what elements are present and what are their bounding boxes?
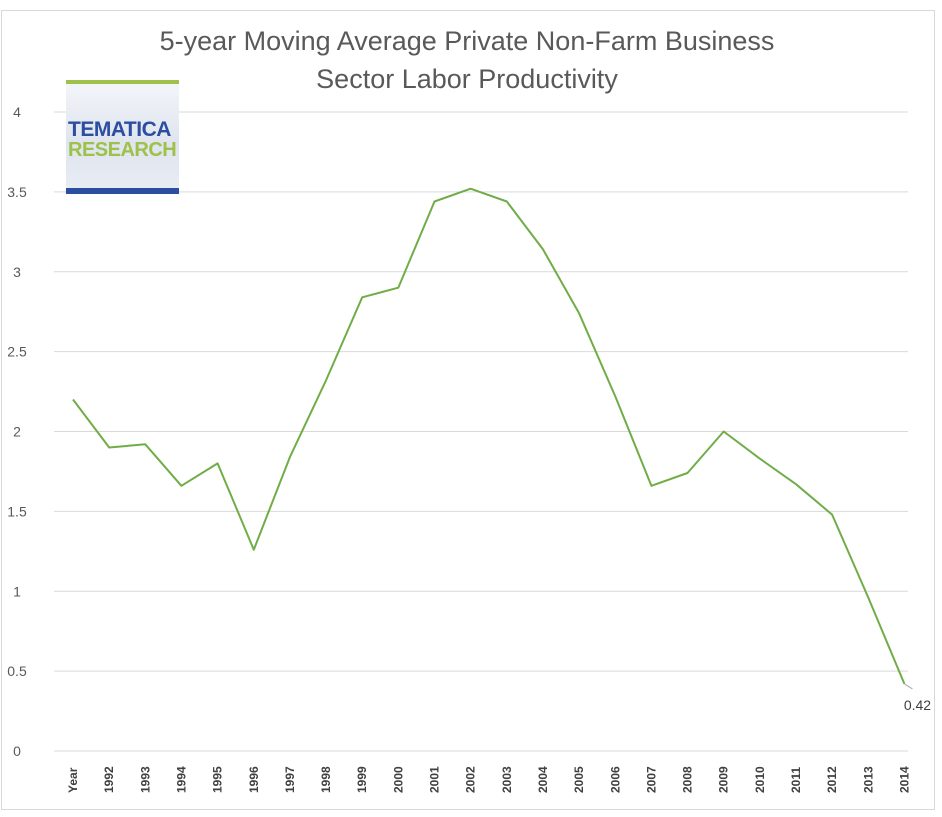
x-tick-label: 2013 [861,766,875,793]
x-tick-label: 2008 [681,766,695,793]
chart-title-line-2: Sector Labor Productivity [316,64,618,94]
x-tick-label: 1998 [319,766,333,793]
y-tick-label: 3 [13,264,21,280]
x-tick-label: 2009 [717,766,731,793]
x-tick-label: 2001 [428,766,442,793]
chart-title-line-1: 5-year Moving Average Private Non-Farm B… [159,26,775,56]
end-label-leader [904,683,913,690]
x-tick-label: 2002 [464,766,478,793]
y-tick-label: 0 [13,743,21,759]
series-line [72,187,906,685]
logo-text-research: RESEARCH [68,139,177,161]
x-tick-label: 2012 [825,766,839,793]
logo-text-tematica: TEMATICA [68,118,171,141]
gridlines [54,111,908,752]
x-tick-label: Year [66,767,80,793]
x-tick-label: 1999 [355,766,369,793]
y-tick-label: 0.5 [7,663,27,679]
end-data-label: 0.42 [904,697,931,713]
x-axis-tick-labels: Year 1992 1993 1994 1995 1996 1997 1998 1999 2000… [66,766,911,793]
logo-top-bar [66,80,179,84]
logo-bottom-bar [66,188,179,194]
y-tick-label: 4 [13,104,21,120]
chart-frame [1,10,935,810]
y-tick-label: 3.5 [7,184,27,200]
x-tick-label: 2007 [644,766,658,793]
chart-title: 5-year Moving Average Private Non-Farm B… [0,22,934,98]
x-tick-label: 2014 [897,766,911,793]
y-tick-label: 2 [13,424,21,440]
y-tick-label: 2.5 [7,344,27,360]
x-tick-label: 1994 [174,766,188,793]
y-tick-label: 1.5 [7,503,27,519]
x-tick-label: 2003 [500,766,514,793]
x-tick-label: 2010 [753,766,767,793]
x-tick-label: 2006 [608,766,622,793]
x-tick-label: 1996 [247,766,261,793]
y-axis-tick-labels: 0 0.5 1 1.5 2 2.5 3 3.5 4 [7,104,27,759]
tematica-research-logo: TEMATICA RESEARCH [66,80,179,194]
x-tick-label: 1997 [283,766,297,793]
data-labels: 0.42 [904,683,931,713]
productivity-series [72,187,906,685]
x-tick-label: 2000 [391,766,405,793]
y-tick-label: 1 [13,583,21,599]
x-tick-label: 2011 [789,767,803,793]
x-tick-label: 1993 [138,766,152,793]
x-tick-label: 2005 [572,766,586,793]
x-tick-label: 1995 [211,766,225,793]
x-tick-label: 1992 [102,766,116,793]
x-tick-label: 2004 [536,766,550,793]
